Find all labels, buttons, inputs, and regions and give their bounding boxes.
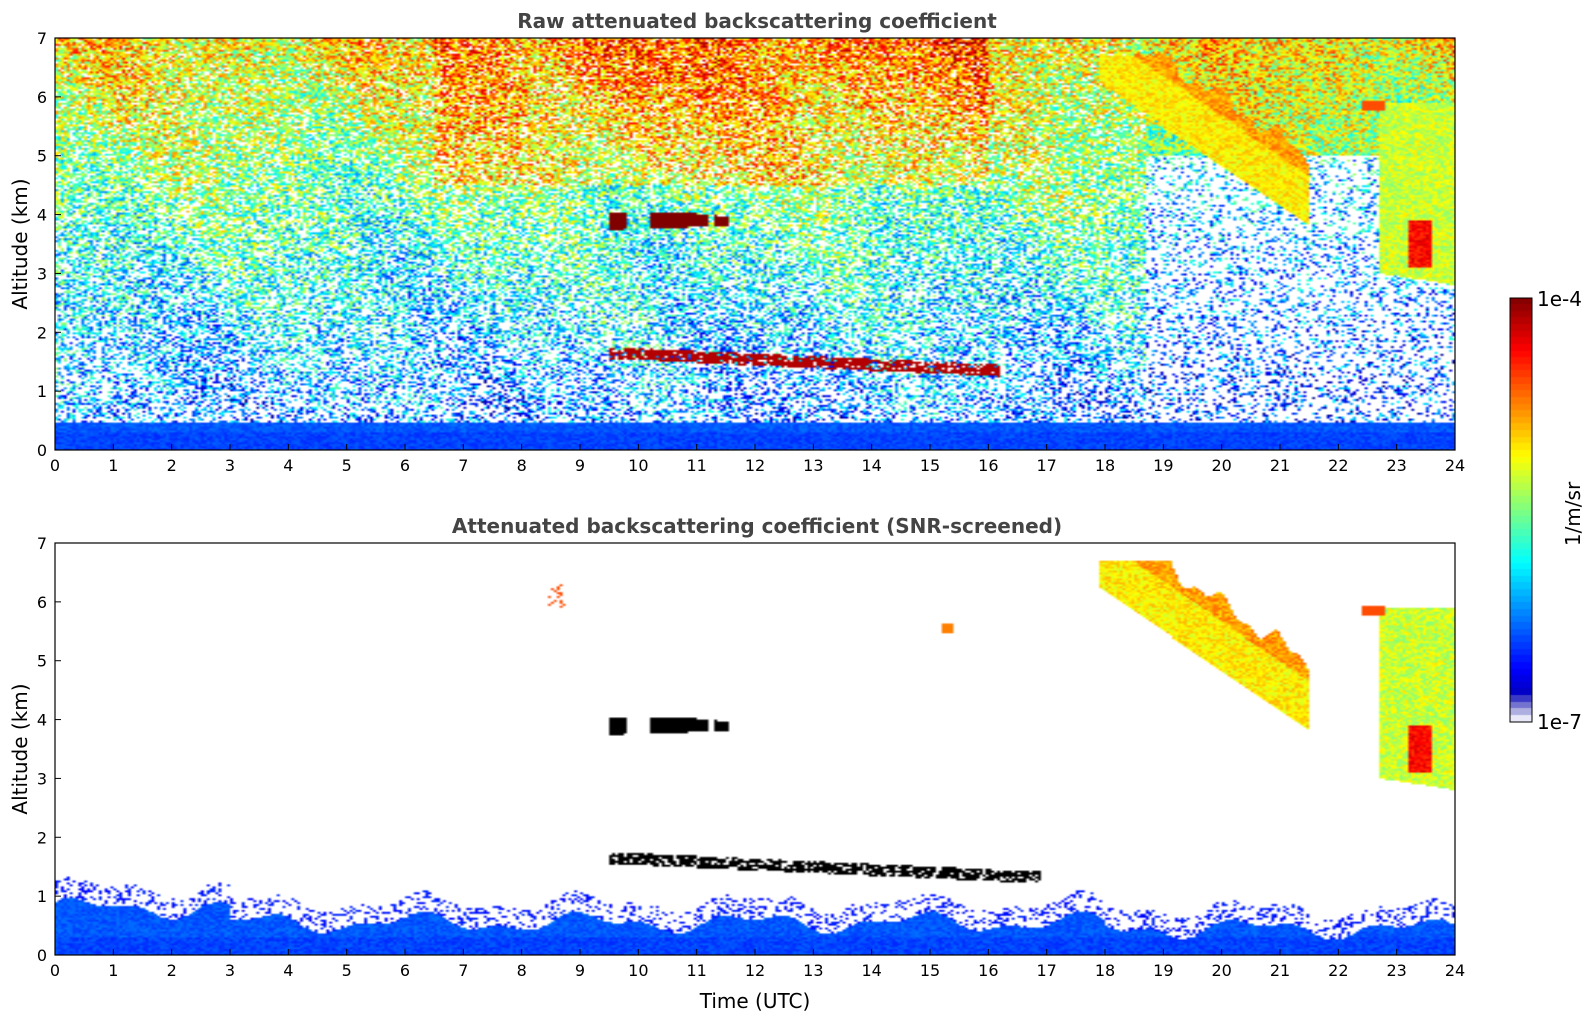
x-tick-label: 11	[686, 456, 706, 475]
panel-screened: Attenuated backscattering coefficient (S…	[8, 514, 1465, 1013]
x-tick-label: 16	[978, 961, 998, 980]
x-tick-label: 7	[458, 961, 468, 980]
y-tick-label: 7	[37, 534, 47, 553]
x-tick-label: 21	[1270, 961, 1290, 980]
y-tick-label: 6	[37, 593, 47, 612]
x-tick-label: 2	[167, 456, 177, 475]
x-tick-label: 21	[1270, 456, 1290, 475]
x-tick-label: 23	[1386, 456, 1406, 475]
y-tick-label: 5	[37, 652, 47, 671]
y-tick-label: 5	[37, 147, 47, 166]
x-tick-label: 3	[225, 961, 235, 980]
x-tick-label: 19	[1153, 961, 1173, 980]
panel-raw: Raw attenuated backscattering coefficien…	[8, 9, 1465, 475]
xlabel-screened: Time (UTC)	[699, 989, 811, 1013]
y-tick-label: 7	[37, 29, 47, 48]
x-ticks-raw: 0 1 2 3 4 5 6 7 8 9 10 11 12 13 14 15 16 17 18 19 20 21 22 23 24	[50, 444, 1465, 475]
x-tick-label: 9	[575, 961, 585, 980]
x-tick-label: 15	[920, 961, 940, 980]
title-screened: Attenuated backscattering coefficient (S…	[452, 514, 1062, 538]
x-tick-label: 22	[1328, 961, 1348, 980]
x-tick-label: 8	[517, 456, 527, 475]
x-tick-label: 0	[50, 961, 60, 980]
x-tick-label: 16	[978, 456, 998, 475]
x-tick-label: 0	[50, 456, 60, 475]
y-tick-label: 1	[37, 382, 47, 401]
x-tick-label: 7	[458, 456, 468, 475]
x-tick-label: 20	[1211, 961, 1231, 980]
x-tick-label: 1	[108, 961, 118, 980]
x-tick-label: 24	[1445, 961, 1465, 980]
colorbar-frame	[1509, 297, 1533, 723]
x-tick-label: 5	[342, 456, 352, 475]
heatmap-raw	[55, 38, 1455, 450]
x-tick-label: 11	[686, 961, 706, 980]
title-raw: Raw attenuated backscattering coefficien…	[517, 9, 997, 33]
y-ticks-screened: 0 1 2 3 4 5 6 7	[37, 534, 61, 965]
y-tick-label: 2	[37, 323, 47, 342]
x-tick-label: 2	[167, 961, 177, 980]
y-tick-label: 6	[37, 88, 47, 107]
colorbar-min-label: 1e-7	[1537, 710, 1582, 734]
colorbar-unit-label: 1/m/sr	[1561, 481, 1585, 546]
x-tick-label: 3	[225, 456, 235, 475]
colorbar-gradient	[1510, 298, 1532, 722]
x-tick-label: 18	[1095, 961, 1115, 980]
y-ticks-raw: 0 1 2 3 4 5 6 7	[37, 29, 61, 460]
y-tick-label: 4	[37, 711, 47, 730]
x-tick-label: 12	[745, 961, 765, 980]
x-tick-label: 9	[575, 456, 585, 475]
y-tick-label: 3	[37, 769, 47, 788]
x-tick-label: 19	[1153, 456, 1173, 475]
x-tick-label: 23	[1386, 961, 1406, 980]
x-tick-label: 1	[108, 456, 118, 475]
x-tick-label: 4	[283, 961, 293, 980]
colorbar-max-label: 1e-4	[1537, 287, 1582, 311]
x-tick-label: 20	[1211, 456, 1231, 475]
colorbar: 1e-4 1e-7 1/m/sr	[1509, 287, 1585, 734]
x-tick-label: 17	[1036, 456, 1056, 475]
x-tick-label: 14	[861, 456, 881, 475]
y-tick-label: 3	[37, 264, 47, 283]
x-tick-label: 13	[803, 961, 823, 980]
x-tick-label: 6	[400, 961, 410, 980]
x-tick-label: 24	[1445, 456, 1465, 475]
x-ticks-screened: 0 1 2 3 4 5 6 7 8 9 10 11 12 13 14 15 16 17 18 19 20 21 22 23 24	[50, 949, 1465, 980]
x-tick-label: 10	[628, 456, 648, 475]
x-tick-label: 18	[1095, 456, 1115, 475]
x-tick-label: 4	[283, 456, 293, 475]
x-tick-label: 17	[1036, 961, 1056, 980]
y-tick-label: 0	[37, 441, 47, 460]
heatmap-screened	[55, 543, 1455, 955]
x-tick-label: 22	[1328, 456, 1348, 475]
ylabel-screened: Altitude (km)	[8, 683, 32, 814]
y-tick-label: 1	[37, 887, 47, 906]
x-tick-label: 12	[745, 456, 765, 475]
y-tick-label: 2	[37, 828, 47, 847]
y-tick-label: 0	[37, 946, 47, 965]
x-tick-label: 13	[803, 456, 823, 475]
x-tick-label: 8	[517, 961, 527, 980]
x-tick-label: 14	[861, 961, 881, 980]
x-tick-label: 15	[920, 456, 940, 475]
x-tick-label: 10	[628, 961, 648, 980]
x-tick-label: 6	[400, 456, 410, 475]
y-tick-label: 4	[37, 206, 47, 225]
x-tick-label: 5	[342, 961, 352, 980]
ylabel-raw: Altitude (km)	[8, 178, 32, 309]
